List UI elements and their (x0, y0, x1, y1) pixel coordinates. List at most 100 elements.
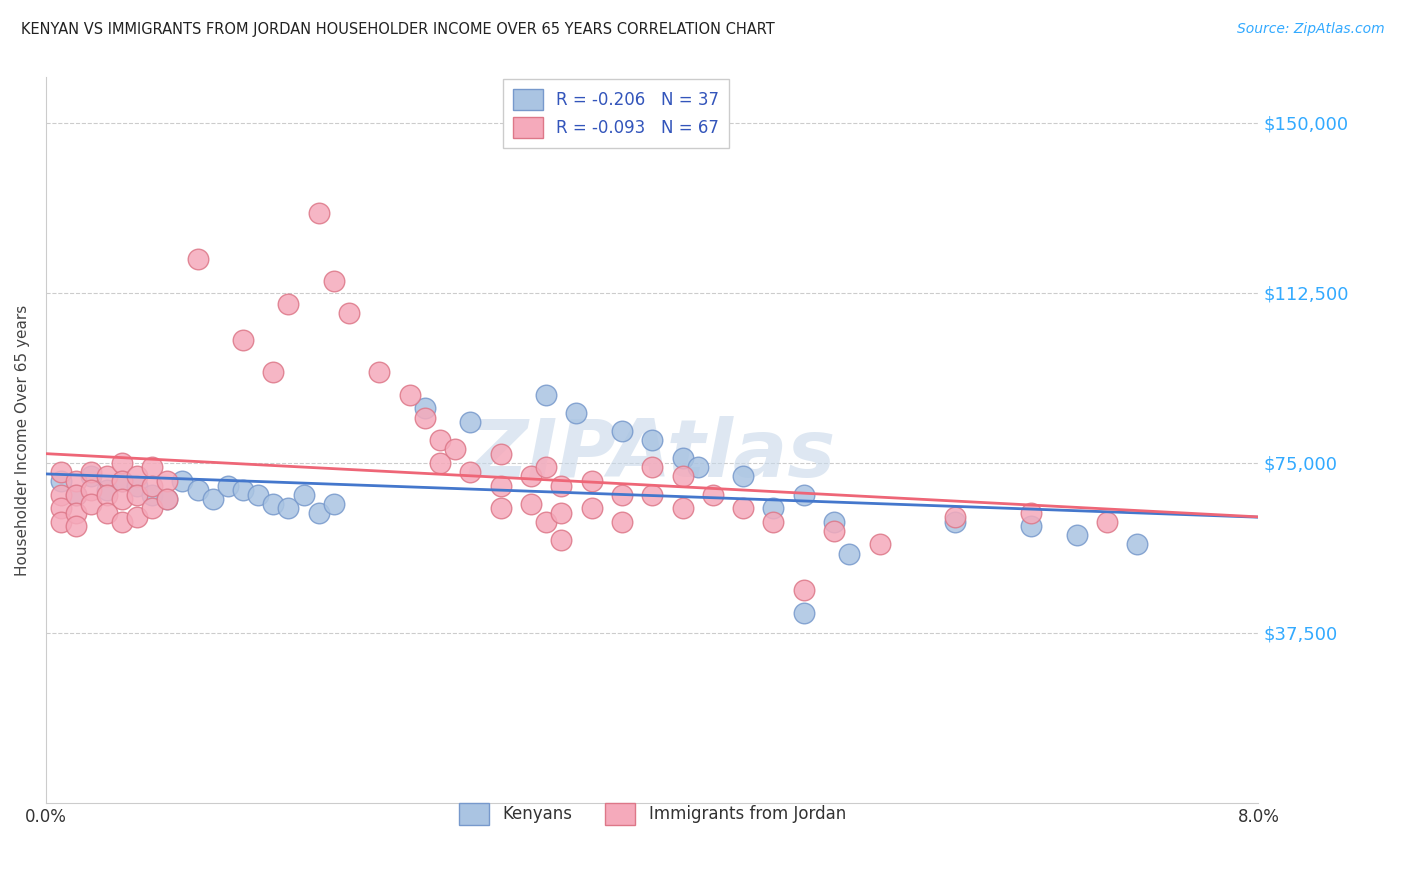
Point (277, 501, 299, 516)
Point (686, 460, 709, 475)
Point (671, 451, 693, 466)
Point (444, 442, 467, 457)
Point (550, 478, 572, 492)
Point (96, 487, 118, 501)
Point (80, 483, 103, 497)
Point (172, 474, 194, 488)
Point (262, 497, 284, 511)
Point (156, 492, 179, 507)
Point (429, 433, 451, 447)
Point (793, 487, 815, 501)
Point (80, 465, 103, 479)
Point (671, 469, 693, 483)
Point (217, 478, 239, 492)
Point (65, 487, 87, 501)
Point (125, 478, 148, 492)
Point (610, 515, 633, 529)
Point (534, 515, 557, 529)
Point (838, 547, 860, 561)
Point (489, 501, 512, 516)
Point (80, 497, 103, 511)
Point (308, 506, 330, 520)
Y-axis label: Householder Income Over 65 years: Householder Income Over 65 years (15, 304, 30, 576)
Point (413, 401, 436, 416)
Point (869, 537, 891, 551)
Point (65, 519, 87, 533)
Text: Source: ZipAtlas.com: Source: ZipAtlas.com (1237, 22, 1385, 37)
Point (247, 487, 270, 501)
Point (65, 487, 87, 501)
Point (277, 297, 299, 311)
Point (96, 483, 118, 497)
Point (49, 465, 72, 479)
Point (702, 487, 724, 501)
Point (641, 433, 664, 447)
Point (460, 465, 482, 479)
Point (186, 252, 208, 266)
Point (308, 206, 330, 220)
Point (1066, 528, 1088, 542)
Point (80, 469, 103, 483)
Point (762, 515, 785, 529)
Text: ZIPAtlas: ZIPAtlas (470, 416, 835, 493)
Point (565, 406, 588, 420)
Text: KENYAN VS IMMIGRANTS FROM JORDAN HOUSEHOLDER INCOME OVER 65 YEARS CORRELATION CH: KENYAN VS IMMIGRANTS FROM JORDAN HOUSEHO… (21, 22, 775, 37)
Point (398, 388, 420, 402)
Point (489, 478, 512, 492)
Point (368, 365, 391, 379)
Point (641, 487, 664, 501)
Point (323, 497, 346, 511)
Point (96, 506, 118, 520)
Point (65, 474, 87, 488)
Point (49, 487, 72, 501)
Point (733, 469, 755, 483)
Point (232, 334, 254, 348)
Point (581, 474, 603, 488)
Point (610, 487, 633, 501)
Point (125, 510, 148, 524)
Point (550, 533, 572, 547)
Point (534, 388, 557, 402)
Point (943, 510, 966, 524)
Legend: Kenyans, Immigrants from Jordan: Kenyans, Immigrants from Jordan (449, 793, 856, 835)
Point (111, 474, 134, 488)
Point (520, 497, 543, 511)
Point (49, 515, 72, 529)
Point (823, 524, 845, 538)
Point (1095, 515, 1118, 529)
Point (141, 460, 163, 475)
Point (489, 447, 512, 461)
Point (111, 474, 134, 488)
Point (111, 492, 134, 507)
Point (141, 487, 163, 501)
Point (111, 456, 134, 470)
Point (125, 487, 148, 501)
Point (793, 606, 815, 620)
Point (1019, 519, 1042, 533)
Point (111, 515, 134, 529)
Point (201, 492, 224, 507)
Point (1126, 537, 1149, 551)
Point (429, 456, 451, 470)
Point (762, 501, 785, 516)
Point (610, 424, 633, 438)
Point (520, 469, 543, 483)
Point (733, 501, 755, 516)
Point (141, 501, 163, 516)
Point (413, 410, 436, 425)
Point (671, 501, 693, 516)
Point (65, 506, 87, 520)
Point (550, 506, 572, 520)
Point (141, 478, 163, 492)
Point (460, 415, 482, 429)
Point (156, 474, 179, 488)
Point (943, 515, 966, 529)
Point (49, 474, 72, 488)
Point (337, 306, 360, 320)
Point (581, 501, 603, 516)
Point (156, 492, 179, 507)
Point (534, 460, 557, 475)
Point (96, 469, 118, 483)
Point (1019, 506, 1042, 520)
Point (292, 487, 315, 501)
